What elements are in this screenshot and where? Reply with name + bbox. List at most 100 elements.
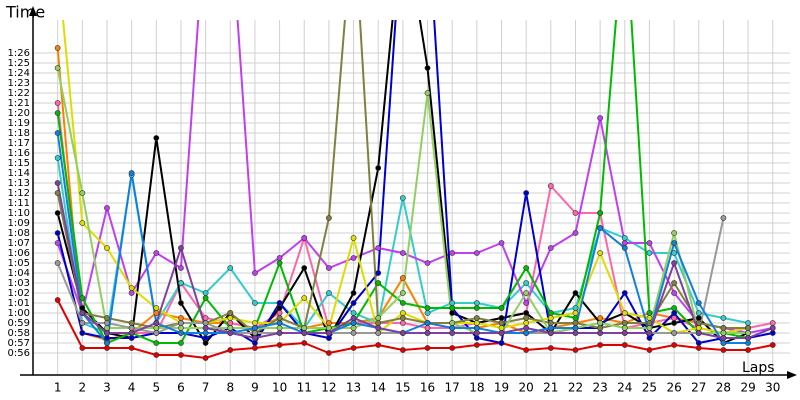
x-tick-label: 23: [592, 381, 607, 395]
point: [325, 325, 332, 331]
point: [276, 305, 283, 311]
point: [695, 300, 702, 306]
point: [276, 300, 283, 306]
point: [375, 320, 382, 326]
point: [128, 325, 135, 331]
point: [572, 210, 579, 216]
y-tick-label: 1:19: [8, 118, 30, 129]
point: [769, 325, 776, 331]
point: [252, 270, 258, 276]
y-tick-label: 1:00: [8, 308, 30, 319]
point: [276, 330, 283, 336]
x-tick-label: 21: [543, 381, 558, 395]
y-tick-label: 1:24: [8, 68, 30, 79]
point: [153, 320, 160, 326]
point: [597, 325, 604, 331]
point: [720, 215, 727, 221]
point: [745, 335, 751, 341]
point: [597, 342, 604, 348]
point: [597, 210, 604, 216]
point: [301, 265, 308, 271]
point: [671, 230, 678, 236]
point: [178, 280, 184, 286]
y-tick-label: 1:10: [8, 208, 30, 219]
point: [79, 330, 86, 336]
point: [54, 65, 61, 71]
point: [424, 90, 431, 96]
point: [178, 325, 184, 331]
point: [350, 235, 357, 241]
point: [572, 230, 579, 236]
x-tick-label: 26: [666, 381, 681, 395]
x-tick-label: 15: [395, 381, 410, 395]
series-line: [56, 20, 773, 345]
point: [449, 345, 456, 351]
point: [350, 315, 357, 321]
point: [227, 320, 234, 326]
point: [54, 190, 61, 196]
point: [227, 330, 234, 336]
y-tick-label: 1:26: [8, 48, 30, 59]
y-axis-label: Time: [5, 3, 45, 22]
point: [745, 347, 751, 353]
point: [621, 240, 628, 246]
point: [547, 310, 554, 316]
point: [646, 315, 653, 321]
x-tick-label: 12: [321, 381, 336, 395]
point: [523, 280, 530, 286]
point: [399, 250, 406, 256]
point: [54, 297, 61, 303]
point: [671, 305, 678, 311]
point: [375, 325, 382, 331]
point: [547, 325, 554, 331]
point: [572, 310, 579, 316]
point: [79, 310, 86, 316]
x-tick-label: 27: [691, 381, 706, 395]
point: [325, 330, 332, 336]
point: [720, 335, 727, 341]
point: [424, 305, 431, 311]
point: [128, 330, 135, 336]
y-tick-label: 1:13: [8, 178, 30, 189]
point: [54, 230, 61, 236]
point: [671, 315, 678, 321]
point: [745, 340, 751, 346]
y-tick-label: 1:23: [8, 78, 30, 89]
point: [621, 342, 628, 348]
y-tick-label: 0:59: [8, 318, 30, 329]
x-tick-label: 28: [716, 381, 731, 395]
point: [128, 290, 135, 296]
y-tick-label: 1:22: [8, 88, 30, 99]
x-tick-label: 13: [346, 381, 361, 395]
point: [424, 330, 431, 336]
point: [769, 320, 776, 326]
point: [276, 260, 283, 266]
point: [449, 305, 456, 311]
point: [523, 300, 530, 306]
point: [153, 135, 160, 141]
point: [671, 342, 678, 348]
point: [523, 320, 530, 326]
point: [301, 330, 308, 336]
point: [202, 325, 209, 331]
point: [671, 290, 678, 296]
point: [350, 345, 357, 351]
point: [178, 315, 184, 321]
point: [745, 325, 751, 331]
point: [498, 330, 505, 336]
point: [252, 330, 258, 336]
point: [473, 335, 480, 341]
point: [375, 330, 382, 336]
point: [54, 100, 61, 106]
point: [449, 310, 456, 316]
point: [621, 235, 628, 241]
point: [153, 305, 160, 311]
point: [424, 310, 431, 316]
point: [252, 345, 258, 351]
point: [720, 340, 727, 346]
point: [153, 330, 160, 336]
y-tick-label: 1:14: [8, 168, 30, 179]
point: [424, 320, 431, 326]
point: [621, 320, 628, 326]
